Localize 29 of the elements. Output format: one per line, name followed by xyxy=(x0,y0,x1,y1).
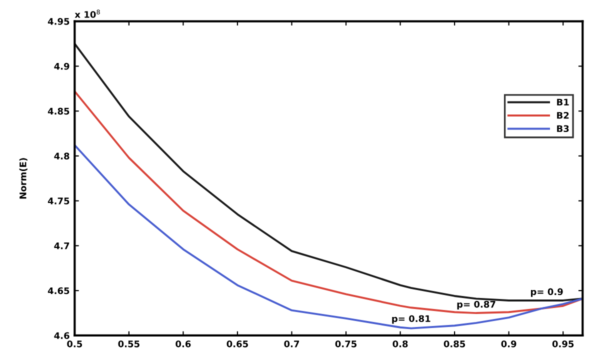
y-tick-label: 4.85 xyxy=(48,108,70,115)
x-tick-label: 0.65 xyxy=(226,340,248,348)
x-tick-label: 0.5 xyxy=(67,340,82,348)
y-tick-label: 4.9 xyxy=(54,62,70,70)
text: x 10$^{8}$ xyxy=(74,10,100,18)
y-axis-title: Norm(E) xyxy=(19,158,28,199)
x-tick-label: 0.9 xyxy=(501,340,516,348)
line-series xyxy=(74,90,583,314)
legend-label: B2 xyxy=(557,112,569,119)
y-tick-label: 4.7 xyxy=(54,242,70,250)
legend-label: B1 xyxy=(557,98,569,106)
annotation: p= 0.87 xyxy=(457,300,496,310)
x-tick-label: 0.85 xyxy=(444,340,466,348)
y-tick-label: 4.65 xyxy=(48,287,70,294)
annotation: p= 0.9 xyxy=(530,288,563,297)
x-tick-label: 0.7 xyxy=(284,340,300,348)
x-tick-label: 0.8 xyxy=(392,340,408,348)
line-series xyxy=(74,144,583,330)
legend-label: B3 xyxy=(557,125,569,132)
y-tick-label: 4.6 xyxy=(54,332,70,340)
line-series xyxy=(74,42,583,302)
y-tick-label: 4.95 xyxy=(48,18,70,25)
x-tick-label: 0.6 xyxy=(176,340,191,348)
annotation: p= 0.81 xyxy=(392,315,430,324)
y-tick-label: 4.8 xyxy=(54,152,70,160)
y-tick-label: 4.75 xyxy=(48,198,70,204)
x-tick-label: 0.55 xyxy=(118,340,140,348)
x-tick-label: 0.95 xyxy=(552,340,574,348)
x-tick-label: 0.75 xyxy=(335,340,357,348)
